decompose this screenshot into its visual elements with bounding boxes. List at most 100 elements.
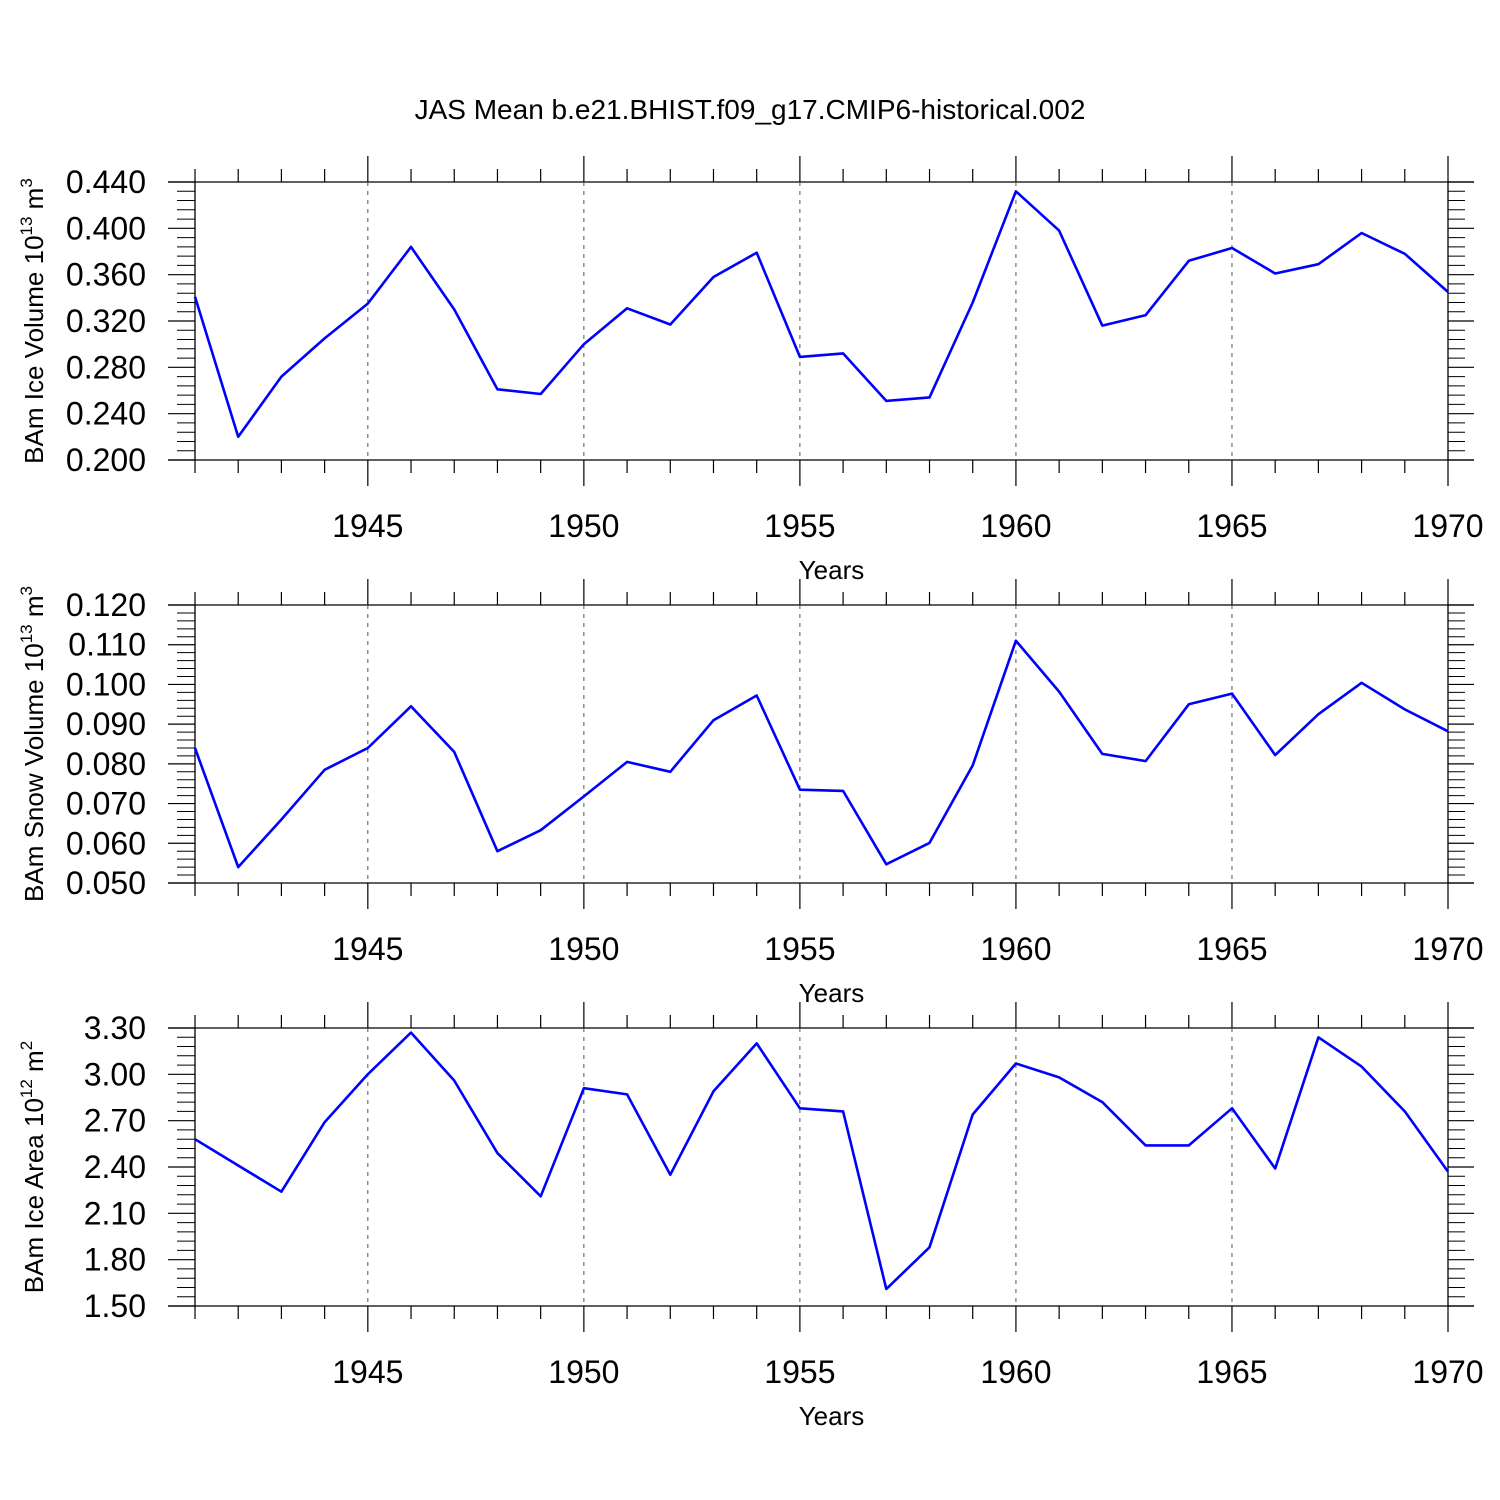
y-tick-label: 3.00 <box>84 1056 146 1092</box>
data-point <box>1100 1100 1104 1104</box>
data-point <box>798 1106 802 1110</box>
data-point <box>539 828 543 832</box>
x-tick-label: 1960 <box>980 931 1051 967</box>
data-point <box>236 1163 240 1167</box>
data-point <box>1144 759 1148 763</box>
data-point <box>1187 702 1191 706</box>
y-tick-label: 0.060 <box>66 825 146 861</box>
y-tick-label: 0.110 <box>68 627 146 663</box>
data-point <box>1057 690 1061 694</box>
data-point <box>452 307 456 311</box>
data-point <box>236 435 240 439</box>
x-axis-label: Years <box>799 978 865 1008</box>
y-tick-label: 0.090 <box>66 706 146 742</box>
panels: 1945 1950 1955 1960 1965 1970 Years 0.200 0.240 0… <box>17 156 1484 1431</box>
data-point <box>1230 692 1234 696</box>
x-tick-label: 1955 <box>764 1354 835 1390</box>
data-point <box>193 746 197 750</box>
x-tick-label: 1955 <box>764 931 835 967</box>
data-point <box>1360 681 1364 685</box>
x-tick-label: 1950 <box>548 1354 619 1390</box>
y-tick-label: 0.320 <box>66 303 146 339</box>
data-point <box>1187 259 1191 263</box>
data-point <box>409 704 413 708</box>
y-tick-label: 0.360 <box>66 257 146 293</box>
y-tick-label: 0.080 <box>66 746 146 782</box>
y-tick-label: 3.30 <box>84 1010 146 1046</box>
data-point <box>884 1287 888 1291</box>
data-point <box>884 399 888 403</box>
data-series-line <box>194 1031 1450 1291</box>
data-point <box>884 862 888 866</box>
data-point <box>1273 1167 1277 1171</box>
x-tick-label: 1955 <box>764 508 835 544</box>
data-point <box>625 1092 629 1096</box>
y-tick-label: 0.070 <box>66 786 146 822</box>
y-tick-label: 0.240 <box>66 396 146 432</box>
data-point <box>452 750 456 754</box>
data-point <box>1446 290 1450 294</box>
data-point <box>582 1086 586 1090</box>
data-point <box>323 336 327 340</box>
data-point <box>1316 712 1320 716</box>
data-point <box>625 306 629 310</box>
data-point <box>1057 1075 1061 1079</box>
data-point <box>193 295 197 299</box>
data-point <box>452 1079 456 1083</box>
data-point <box>1057 229 1061 233</box>
data-point <box>841 1109 845 1113</box>
data-point <box>279 375 283 379</box>
chart-panel-2: 1945 1950 1955 1960 1965 1970Years0.0500.0600… <box>17 579 1484 1008</box>
y-tick-label: 1.80 <box>84 1242 146 1278</box>
data-point <box>755 694 759 698</box>
data-point <box>971 1112 975 1116</box>
data-point <box>1230 1106 1234 1110</box>
data-point <box>625 760 629 764</box>
data-point <box>755 1041 759 1045</box>
data-point <box>1144 313 1148 317</box>
data-point <box>1403 252 1407 256</box>
y-tick-label: 0.100 <box>66 666 146 702</box>
x-tick-label: 1945 <box>332 1354 403 1390</box>
data-point <box>1446 729 1450 733</box>
data-point <box>495 1151 499 1155</box>
y-tick-label: 0.400 <box>66 210 146 246</box>
y-tick-label: 2.70 <box>84 1103 146 1139</box>
data-point <box>798 355 802 359</box>
y-tick-label: 2.40 <box>84 1149 146 1185</box>
data-point <box>1316 1035 1320 1039</box>
data-point <box>409 1031 413 1035</box>
data-point <box>971 300 975 304</box>
x-tick-label: 1970 <box>1412 508 1483 544</box>
data-point <box>841 789 845 793</box>
data-point <box>1014 1062 1018 1066</box>
data-point <box>1403 1109 1407 1113</box>
data-point <box>1360 231 1364 235</box>
chart-panel-3: 1945 1950 1955 1960 1965 1970 Years 1.50 1.80 2.1… <box>17 1002 1484 1431</box>
data-point <box>928 1245 932 1249</box>
data-point <box>1230 246 1234 250</box>
data-series-line <box>193 190 1449 439</box>
data-point <box>495 849 499 853</box>
data-point <box>279 817 283 821</box>
chart-panel-1: 1945 1950 1955 1960 1965 1970 Years 0.200 0.240 0… <box>17 156 1484 585</box>
data-point <box>1187 1143 1191 1147</box>
data-point <box>711 1089 715 1093</box>
data-point <box>1144 1143 1148 1147</box>
x-tick-label: 1970 <box>1412 931 1483 967</box>
data-point <box>193 1137 197 1141</box>
y-tick-label: 2.10 <box>84 1195 146 1231</box>
data-point <box>366 746 370 750</box>
data-point <box>582 342 586 346</box>
y-tick-label: 0.280 <box>66 349 146 385</box>
data-point <box>323 1120 327 1124</box>
x-axis-label: Years <box>799 555 865 585</box>
data-point <box>1014 189 1018 193</box>
data-point <box>366 302 370 306</box>
data-point <box>1273 753 1277 757</box>
data-point <box>711 275 715 279</box>
data-point <box>409 245 413 249</box>
figure-title: JAS Mean b.e21.BHIST.f09_g17.CMIP6-histo… <box>415 94 1086 125</box>
x-tick-label: 1970 <box>1412 1354 1483 1390</box>
